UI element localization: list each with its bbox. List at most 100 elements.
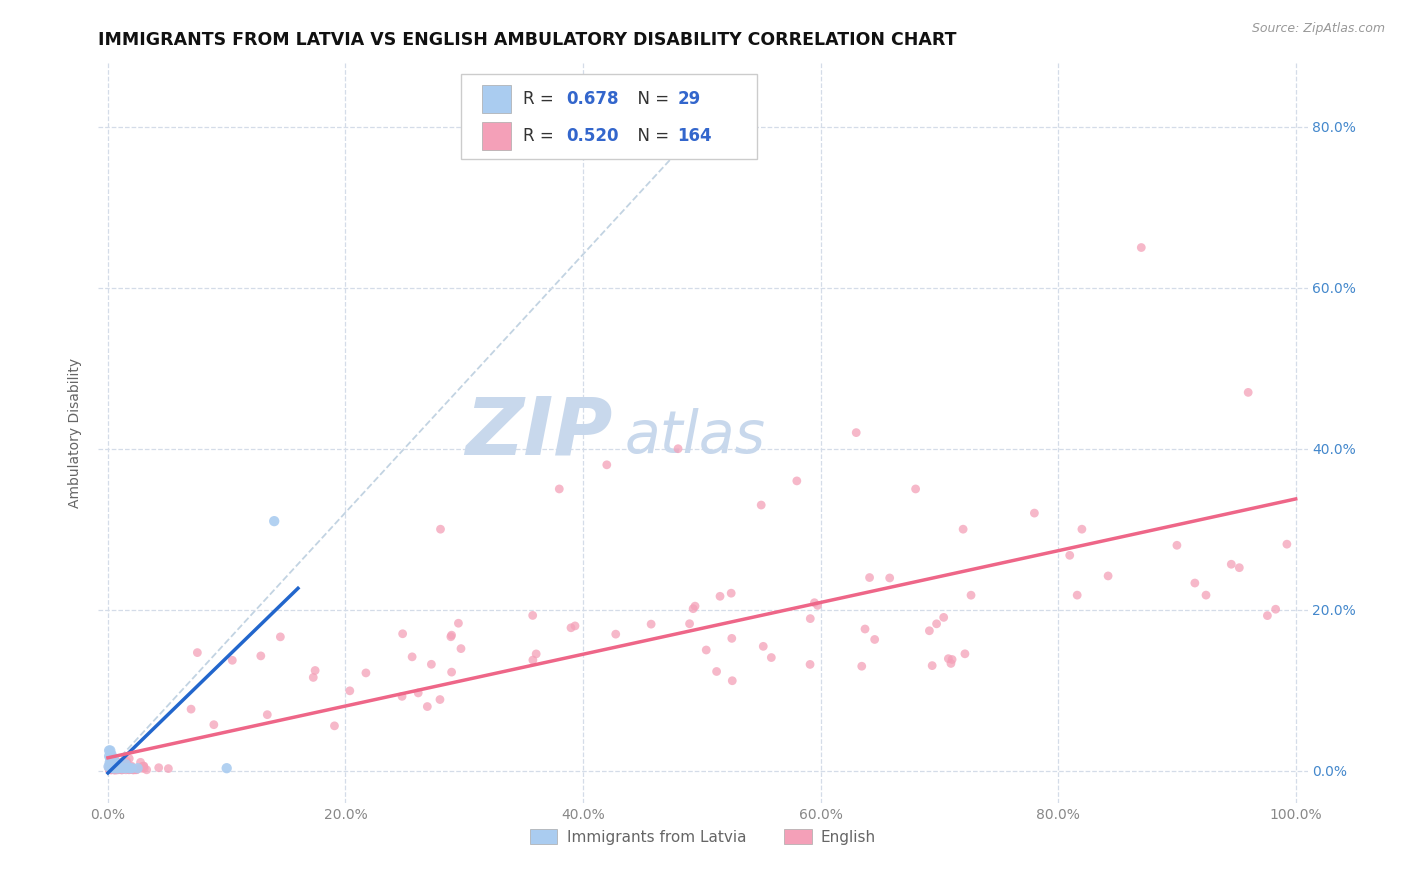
Text: IMMIGRANTS FROM LATVIA VS ENGLISH AMBULATORY DISABILITY CORRELATION CHART: IMMIGRANTS FROM LATVIA VS ENGLISH AMBULA… (98, 31, 957, 49)
Point (752, 640, 775, 654)
Point (522, 653, 544, 667)
Point (406, 686, 429, 700)
Point (932, 610, 955, 624)
Point (98, 759, 121, 773)
Point (101, 760, 124, 774)
Text: 0.678: 0.678 (567, 90, 619, 108)
Point (101, 761, 124, 775)
Point (101, 761, 124, 775)
Point (115, 756, 138, 770)
Point (103, 757, 125, 772)
Point (118, 751, 141, 765)
Point (1264, 602, 1286, 616)
Point (250, 648, 273, 663)
Legend: Immigrants from Latvia, English: Immigrants from Latvia, English (524, 822, 882, 851)
Point (420, 657, 443, 672)
Point (121, 760, 143, 774)
Point (799, 612, 821, 626)
Point (1066, 588, 1088, 602)
Point (131, 761, 153, 775)
Point (121, 761, 143, 775)
Point (302, 670, 325, 684)
Point (851, 659, 873, 673)
Point (103, 763, 125, 777)
FancyBboxPatch shape (482, 85, 510, 113)
Point (104, 761, 127, 775)
Point (134, 761, 156, 775)
Point (1227, 560, 1250, 574)
Point (98, 743, 121, 757)
Point (107, 757, 129, 772)
Point (100, 763, 122, 777)
Point (121, 762, 143, 776)
Point (939, 657, 962, 671)
Point (125, 763, 148, 777)
Point (605, 627, 627, 641)
Point (108, 763, 131, 777)
Point (640, 617, 662, 632)
Point (269, 630, 291, 644)
Point (125, 763, 148, 777)
Point (749, 498, 772, 512)
Point (98, 759, 121, 773)
Point (118, 763, 141, 777)
Point (104, 759, 127, 773)
Point (440, 665, 463, 679)
Point (564, 619, 586, 633)
Text: R =: R = (523, 128, 558, 145)
Point (416, 699, 439, 714)
Point (858, 570, 880, 584)
Point (953, 647, 976, 661)
Point (1059, 549, 1081, 563)
Point (148, 761, 170, 775)
Point (104, 763, 127, 777)
Point (104, 762, 127, 776)
Point (103, 759, 125, 773)
Point (115, 754, 138, 768)
Point (952, 522, 974, 536)
Point (1220, 558, 1243, 572)
Point (904, 482, 927, 496)
Point (98, 759, 121, 773)
Point (683, 599, 706, 614)
Point (666, 442, 689, 456)
Point (129, 756, 152, 770)
Text: ZIP: ZIP (465, 393, 613, 472)
Point (131, 759, 153, 773)
Point (105, 761, 128, 775)
Point (1256, 608, 1278, 623)
Point (1097, 569, 1119, 583)
Point (548, 482, 571, 496)
Point (101, 761, 124, 775)
Point (120, 759, 142, 773)
Point (682, 601, 704, 615)
Point (807, 599, 830, 613)
Point (98, 751, 121, 765)
FancyBboxPatch shape (461, 73, 758, 159)
Point (960, 588, 983, 602)
Point (118, 761, 141, 775)
Point (112, 761, 135, 775)
Point (98, 757, 121, 772)
Point (925, 616, 948, 631)
Point (761, 650, 783, 665)
Point (186, 646, 208, 660)
Point (450, 641, 472, 656)
Point (103, 762, 125, 776)
Point (132, 759, 155, 773)
Text: 29: 29 (678, 90, 700, 108)
Point (524, 647, 547, 661)
Point (786, 474, 808, 488)
Point (101, 751, 124, 765)
Y-axis label: Ambulatory Disability: Ambulatory Disability (69, 358, 83, 508)
Text: Source: ZipAtlas.com: Source: ZipAtlas.com (1251, 22, 1385, 36)
Point (124, 762, 146, 776)
Point (115, 763, 138, 777)
Point (124, 763, 146, 777)
Point (100, 758, 122, 772)
Point (108, 755, 131, 769)
Point (157, 762, 180, 776)
Point (1237, 385, 1260, 400)
Point (107, 761, 129, 775)
Point (98, 761, 121, 775)
